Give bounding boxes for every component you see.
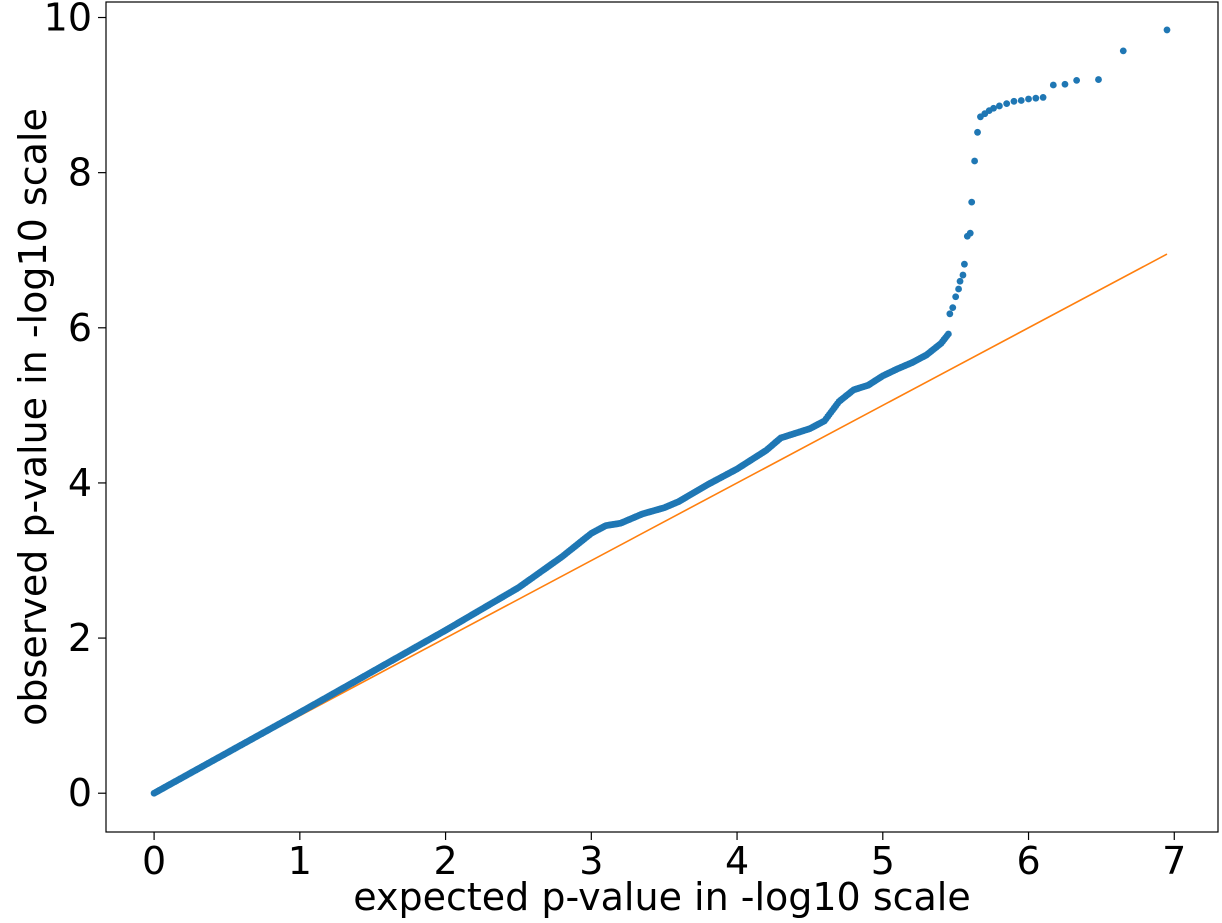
- data-point: [961, 260, 968, 268]
- y-tick-label: 10: [44, 0, 92, 40]
- data-point: [1010, 97, 1018, 105]
- data-point: [1003, 100, 1011, 108]
- x-tick-label: 1: [288, 839, 312, 883]
- plot-area: [105, 1, 1219, 833]
- data-point: [1163, 26, 1171, 34]
- data-point: [946, 310, 954, 318]
- data-point: [1039, 94, 1047, 101]
- data-point: [959, 271, 967, 279]
- data-point: [968, 198, 976, 206]
- data-point: [952, 293, 960, 301]
- reference-line: [153, 253, 1168, 794]
- x-tick-label: 4: [725, 839, 749, 883]
- x-tick-label: 2: [433, 839, 457, 883]
- reference-line-layer: [153, 253, 1168, 794]
- x-tick-label: 5: [871, 839, 895, 883]
- data-point: [1032, 94, 1040, 102]
- data-point: [1095, 76, 1102, 83]
- points-layer: [150, 26, 1171, 797]
- data-point: [949, 304, 957, 312]
- y-tick-label: 0: [68, 771, 92, 815]
- data-point: [971, 157, 979, 165]
- x-tick-label: 7: [1162, 839, 1186, 883]
- data-point: [1025, 95, 1032, 103]
- x-tick-label: 0: [142, 839, 166, 883]
- y-tick-label: 2: [68, 616, 92, 660]
- data-point: [966, 229, 974, 237]
- y-axis-ticks: 0 2 4 6 8 10: [44, 0, 106, 815]
- x-axis-label: expected p-value in -log10 scale: [353, 875, 970, 919]
- data-point: [1119, 47, 1127, 55]
- data-point: [990, 104, 997, 112]
- data-point: [1049, 81, 1057, 89]
- data-point: [955, 285, 962, 293]
- x-axis-ticks: 0 1 2 3 4 5 6 7: [142, 832, 1186, 883]
- y-tick-label: 4: [68, 461, 92, 505]
- data-point: [944, 330, 952, 338]
- data-point: [1017, 97, 1025, 104]
- y-tick-label: 8: [68, 151, 92, 195]
- y-axis-label: observed p-value in -log10 scale: [11, 108, 55, 726]
- data-point: [974, 128, 981, 136]
- data-point: [995, 102, 1003, 110]
- data-point: [1061, 80, 1069, 88]
- y-tick-label: 6: [68, 306, 92, 350]
- x-tick-label: 6: [1016, 839, 1040, 883]
- data-point: [956, 277, 964, 285]
- x-tick-label: 3: [579, 839, 603, 883]
- data-point: [1073, 76, 1081, 84]
